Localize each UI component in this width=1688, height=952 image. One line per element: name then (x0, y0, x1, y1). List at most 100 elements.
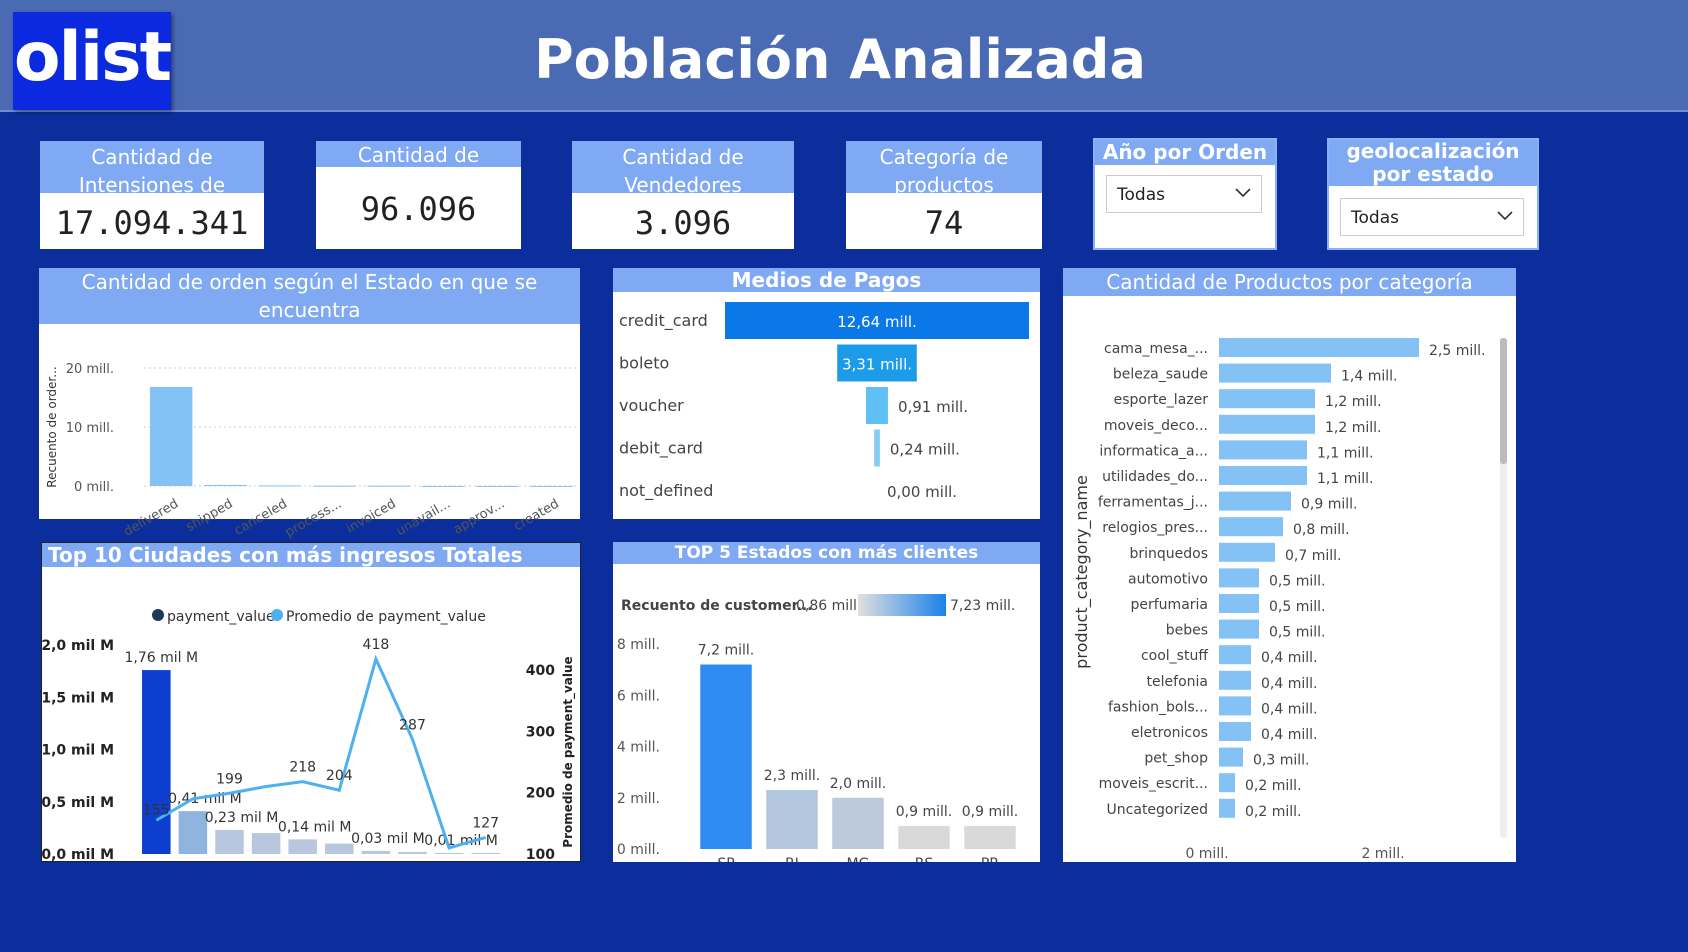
category-label: ferramentas_j... (1098, 495, 1208, 511)
data-label: 0,7 mill. (1285, 548, 1341, 564)
slicer-state: geolocalización por estado Todas (1327, 138, 1539, 250)
y-tick-label: 2 mill. (617, 791, 660, 807)
chart-title: Cantidad de orden según el Estado en que… (39, 268, 580, 324)
x-tick-label: DF (439, 860, 459, 861)
kpi-value: 74 (924, 204, 964, 242)
data-label: 12,64 mill. (837, 313, 917, 331)
kpi-label: Cantidad de Vendedores (572, 141, 794, 197)
y-tick-label: 0 mill. (617, 842, 660, 858)
data-label: 2,5 mill. (1429, 343, 1485, 359)
year-dropdown[interactable]: Todas (1106, 175, 1262, 213)
x-tick-label: BA (366, 860, 387, 861)
data-label: 0,91 mill. (898, 398, 968, 416)
category-label: perfumaria (1131, 597, 1209, 613)
x-tick-label: unavail... (394, 496, 453, 539)
y-right-tick-label: 100 (526, 847, 555, 861)
x-tick-label: 2 mill. (1361, 846, 1404, 862)
bar (1219, 568, 1259, 588)
legend-label: Promedio de payment_value (286, 609, 486, 625)
data-label: 0,5 mill. (1269, 573, 1325, 589)
bar (1219, 773, 1235, 793)
y-axis-title: Recuento de order... (45, 366, 59, 487)
data-label: 7,2 mill. (698, 643, 754, 659)
dropdown-value: Todas (1117, 185, 1165, 205)
category-label: telefonia (1147, 674, 1208, 690)
bar (1219, 542, 1275, 562)
bar (288, 839, 317, 854)
data-label: 0,24 mill. (890, 441, 960, 459)
x-tick-label: SP (717, 856, 734, 862)
legend-title: Recuento de customer... (621, 598, 812, 614)
category-label: utilidades_do... (1102, 469, 1208, 485)
page-title: Población Analizada (534, 28, 1146, 91)
y-axis-title: product_category_name (1072, 475, 1092, 669)
category-label: voucher (619, 396, 684, 415)
bar-data-label: 0,03 mil M (351, 831, 425, 847)
bar (367, 485, 410, 487)
bar-data-label: 1,76 mil M (125, 650, 199, 666)
kpi-value: 96.096 (360, 190, 477, 228)
category-label: pet_shop (1144, 751, 1208, 767)
bar (866, 387, 888, 424)
bar (1219, 747, 1243, 767)
x-tick-label: PR (220, 860, 239, 861)
category-label: cool_stuff (1141, 648, 1208, 664)
y-right-tick-label: 300 (526, 724, 555, 740)
payment-methods-panel: Medios de Pagos credit_card 12,64 mill. bo… (613, 268, 1040, 519)
category-label: boleto (619, 354, 669, 373)
line-data-label: 204 (326, 768, 353, 784)
slicer-label: geolocalización por estado (1329, 140, 1537, 186)
kpi-label: Categoría de productos (846, 141, 1042, 197)
x-tick-label: RS (915, 856, 934, 862)
chart-title: Cantidad de Productos por categoría (1063, 268, 1516, 296)
x-tick-label: RS (329, 860, 349, 861)
data-label: 0,4 mill. (1261, 701, 1317, 717)
category-label: brinquedos (1129, 546, 1208, 562)
y-tick-label: 4 mill. (617, 740, 660, 756)
x-tick-label: canceled (232, 496, 290, 538)
x-tick-label: delivered (121, 496, 181, 539)
bar (1219, 517, 1283, 537)
bar (251, 833, 281, 854)
bar (1219, 414, 1315, 434)
line-data-label: 199 (216, 771, 243, 787)
bar (1219, 338, 1419, 357)
top-states-chart: Recuento de customer...0,86 mill. 7,23 mi… (617, 594, 1018, 872)
x-tick-label: approv... (451, 496, 507, 537)
bar (178, 811, 208, 854)
category-label: credit_card (619, 311, 708, 331)
legend-marker (271, 609, 283, 621)
bar (766, 790, 818, 849)
bar (1219, 363, 1331, 383)
bar (700, 664, 752, 849)
y-tick-label: 20 mill. (66, 362, 114, 377)
x-tick-label: MA (474, 860, 498, 861)
bar (1219, 440, 1307, 460)
products-category-chart: cama_mesa_... 2,5 mill. beleza_saude 1,4 mi… (1072, 338, 1507, 887)
order-status-panel: Cantidad de orden según el Estado en que… (39, 268, 580, 569)
scrollbar-thumb (1500, 338, 1507, 464)
y-right-tick-label: 200 (526, 786, 555, 802)
data-label: 0,00 mill. (887, 483, 957, 501)
payment-methods-chart: credit_card 12,64 mill. boleto 3,31 mill. vo… (619, 302, 1029, 501)
bar (1219, 619, 1259, 639)
legend-label: payment_value (167, 609, 275, 625)
bar (313, 485, 356, 487)
data-label: 0,8 mill. (1293, 522, 1349, 538)
bar (1219, 722, 1251, 741)
bar (964, 825, 1016, 849)
data-label: 0,2 mill. (1245, 778, 1301, 794)
state-dropdown[interactable]: Todas (1340, 198, 1524, 236)
category-label: automotivo (1128, 571, 1208, 587)
data-label: 0,3 mill. (1253, 753, 1309, 769)
category-label: relogios_pres... (1102, 520, 1208, 536)
category-label: debit_card (619, 439, 703, 459)
bar-data-label: 0,23 mil M (205, 810, 279, 826)
bar (1219, 389, 1315, 409)
data-label: 1,2 mill. (1325, 394, 1381, 410)
data-label: 1,1 mill. (1317, 471, 1373, 487)
x-tick-label: shipped (184, 496, 236, 535)
category-label: moveis_escrit... (1099, 776, 1208, 792)
line-data-label: 287 (399, 717, 426, 733)
bar (1219, 798, 1235, 818)
